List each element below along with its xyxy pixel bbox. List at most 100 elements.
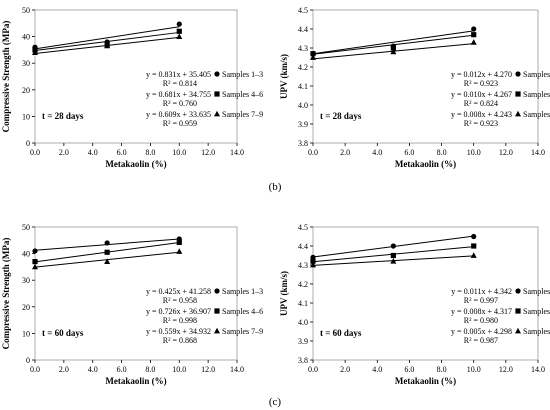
- regression-equation-3: y = 0.609x + 33.635: [146, 110, 211, 119]
- data-point-series-3: [32, 49, 38, 55]
- r-squared-2: R² = 0.760: [163, 99, 197, 108]
- data-point-series-1: [471, 26, 477, 32]
- data-point-series-2: [471, 32, 477, 38]
- data-point-series-2: [104, 249, 110, 255]
- data-point-series-2: [32, 258, 38, 265]
- x-axis-label: Metakaolin (%): [105, 376, 166, 386]
- y-tick-label: 20: [22, 86, 30, 95]
- legend-marker-3: [214, 110, 220, 117]
- legend-marker-2: [214, 308, 220, 314]
- data-point-series-2: [310, 51, 316, 57]
- x-tick-label: 14.0: [531, 365, 545, 374]
- x-tick-label: 0.0: [30, 365, 40, 374]
- data-point-series-3: [310, 54, 316, 60]
- y-tick-label: 4.0: [298, 318, 308, 327]
- legend-marker-1: [214, 288, 220, 294]
- x-tick-label: 6.0: [404, 365, 414, 374]
- data-point-series-3: [32, 263, 38, 270]
- r-squared-2: R² = 0.998: [163, 316, 197, 325]
- y-tick-label: 3.8: [298, 356, 308, 365]
- time-annotation: t = 28 days: [42, 111, 84, 121]
- x-tick-label: 14.0: [230, 365, 244, 374]
- y-tick-label: 30: [22, 276, 30, 285]
- legend-marker-3: [515, 110, 521, 117]
- x-axis-label: Metakaolin (%): [395, 159, 456, 169]
- legend-label-3: Samples 7–9: [222, 327, 263, 336]
- legend-label-2: Samples 4–6: [222, 90, 263, 99]
- regression-equation-3: y = 0.559x + 34.932: [146, 327, 211, 336]
- y-tick-label: 4.5: [298, 223, 308, 232]
- y-tick-label: 4.3: [298, 261, 308, 270]
- r-squared-3: R² = 0.868: [163, 336, 197, 345]
- r-squared-2: R² = 0.824: [464, 99, 498, 108]
- legend-label-1: Samples 1–3: [222, 70, 263, 79]
- data-point-series-1: [104, 240, 110, 246]
- data-point-series-2: [471, 243, 477, 249]
- legend-marker-3: [515, 327, 521, 334]
- y-tick-label: 4.5: [298, 6, 308, 15]
- y-tick-label: 0: [26, 356, 30, 365]
- x-tick-label: 8.0: [145, 148, 155, 157]
- x-tick-label: 12.0: [499, 148, 513, 157]
- x-tick-label: 10.0: [172, 148, 186, 157]
- x-tick-label: 2.0: [59, 148, 69, 157]
- y-tick-label: 50: [22, 223, 30, 232]
- x-tick-label: 0.0: [308, 365, 318, 374]
- data-point-series-1: [471, 233, 477, 240]
- data-point-series-3: [104, 258, 111, 264]
- x-tick-label: 14.0: [531, 148, 545, 157]
- y-tick-label: 4.2: [298, 63, 308, 72]
- regression-equation-1: y = 0.425x + 41.258: [146, 287, 211, 296]
- regression-equation-2: y = 0.726x + 36.907: [146, 307, 211, 316]
- y-axis-label: UPV (km/s): [279, 54, 289, 99]
- r-squared-3: R² = 0.923: [464, 119, 498, 128]
- data-point-series-3: [390, 48, 397, 55]
- time-annotation: t = 28 days: [320, 111, 362, 121]
- x-tick-label: 8.0: [145, 365, 155, 374]
- r-squared-3: R² = 0.959: [163, 119, 197, 128]
- y-tick-label: 30: [22, 59, 30, 68]
- x-tick-label: 2.0: [340, 148, 350, 157]
- y-tick-label: 4.2: [298, 280, 308, 289]
- legend-label-2: Samples 4–6: [222, 307, 263, 316]
- r-squared-3: R² = 0.987: [464, 336, 498, 345]
- chart-panel-2: 3.8 3.9 4.0 4.1 4.2 4.3 4.4 4.5 0.0 2.0 4.0 6.0 8.0 1…: [279, 6, 550, 169]
- data-point-series-3: [104, 42, 111, 49]
- plot-area: [34, 9, 238, 144]
- y-tick-label: 4.1: [298, 299, 308, 308]
- r-squared-1: R² = 0.958: [163, 296, 197, 305]
- data-point-series-3: [176, 248, 183, 254]
- regression-equation-1: y = 0.011x + 4.342: [451, 287, 512, 296]
- y-axis-label: Compressive Strength (MPa): [1, 238, 11, 350]
- y-tick-label: 10: [22, 329, 30, 338]
- data-point-series-3: [310, 261, 316, 268]
- chart-panel-4: 3.8 3.9 4.0 4.1 4.2 4.3 4.4 4.5 0.0 2.0 4.0 6.0 8.0 1…: [279, 223, 550, 386]
- y-tick-label: 4.4: [298, 25, 308, 34]
- data-point-series-2: [390, 252, 396, 259]
- x-tick-label: 12.0: [499, 365, 513, 374]
- y-axis-label: UPV (km/s): [279, 271, 289, 316]
- y-tick-label: 3.8: [298, 139, 308, 148]
- regression-equation-1: y = 0.012x + 4.270: [451, 70, 512, 79]
- trendline-2: [34, 31, 180, 52]
- x-tick-label: 10.0: [467, 365, 481, 374]
- trendline-2: [312, 34, 474, 55]
- y-tick-label: 3.9: [298, 337, 308, 346]
- data-point-series-2: [176, 239, 182, 246]
- x-tick-label: 4.0: [88, 148, 98, 157]
- x-tick-label: 10.0: [172, 365, 186, 374]
- legend-marker-2: [515, 91, 521, 97]
- legend-marker-2: [515, 308, 521, 314]
- x-tick-label: 0.0: [308, 148, 318, 157]
- y-tick-label: 40: [22, 250, 30, 259]
- legend-label-3: Samples 7–9: [523, 110, 550, 119]
- x-tick-label: 10.0: [467, 148, 481, 157]
- trendline-1: [312, 30, 474, 55]
- r-squared-2: R² = 0.980: [464, 316, 498, 325]
- legend-marker-3: [214, 327, 220, 334]
- r-squared-1: R² = 0.923: [464, 79, 498, 88]
- data-point-series-2: [390, 45, 396, 51]
- y-tick-label: 10: [22, 112, 30, 121]
- legend-label-1: Samples 1–3: [523, 70, 550, 79]
